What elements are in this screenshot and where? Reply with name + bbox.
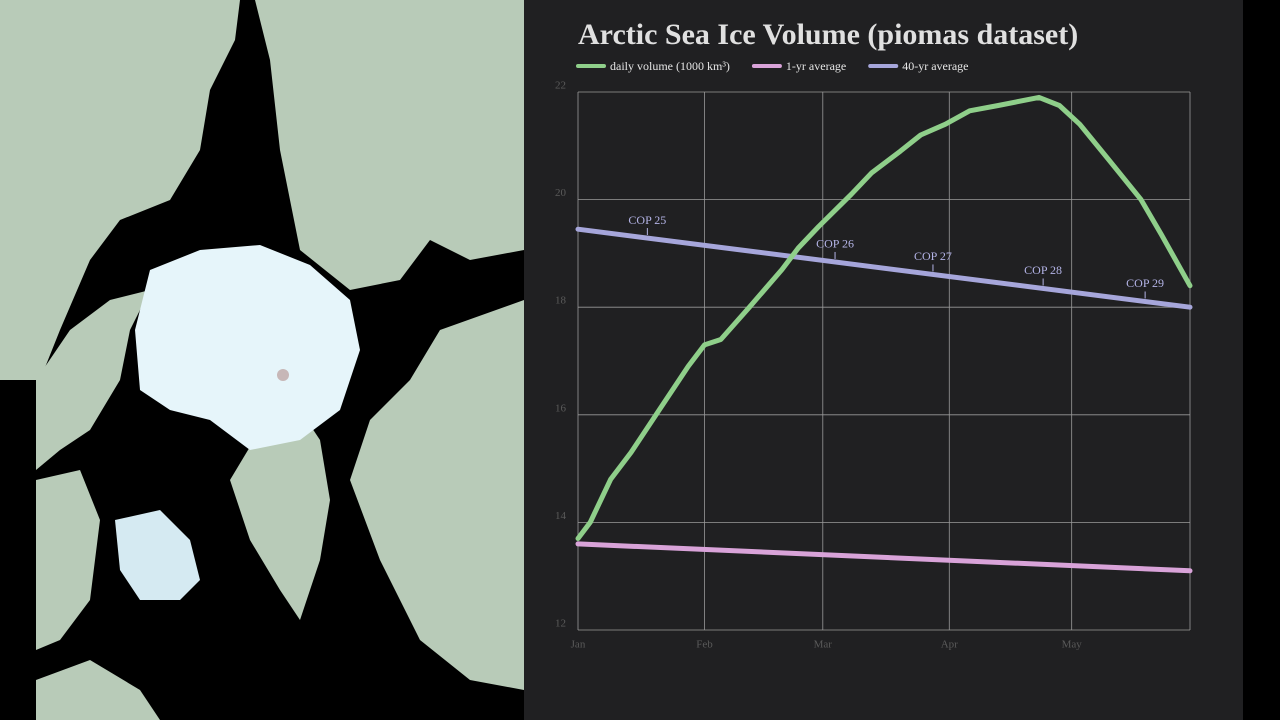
- series-line: [575, 226, 1193, 310]
- legend-label: daily volume (1000 km³): [610, 59, 730, 73]
- chart-title: Arctic Sea Ice Volume (piomas dataset): [578, 18, 1078, 51]
- annotation: COP 29: [1126, 276, 1164, 290]
- series-line: [575, 541, 1193, 574]
- y-tick-label: 12: [555, 618, 566, 630]
- sea-ice-map: [0, 0, 524, 720]
- x-tick-label: Apr: [941, 639, 958, 651]
- legend-label: 40-yr average: [902, 59, 968, 73]
- annotation: COP 28: [1024, 263, 1062, 277]
- y-tick-label: 22: [555, 80, 566, 92]
- y-tick-label: 14: [555, 510, 567, 522]
- x-tick-label: Mar: [814, 639, 833, 651]
- annotation: COP 27: [914, 249, 952, 263]
- annotation: COP 25: [628, 213, 666, 227]
- x-tick-label: Jan: [571, 639, 586, 651]
- x-tick-label: Feb: [696, 639, 713, 651]
- annotation: COP 26: [816, 237, 854, 251]
- y-tick-label: 18: [555, 295, 567, 307]
- y-tick-label: 20: [555, 187, 567, 199]
- chart-panel: [524, 0, 1243, 720]
- legend-label: 1-yr average: [786, 59, 846, 73]
- x-tick-label: May: [1062, 639, 1083, 651]
- series-line: [575, 94, 1193, 541]
- y-tick-label: 16: [555, 402, 567, 414]
- chart: 12 14 16 18 20 22 Jan Feb Mar Apr May daily volume …: [555, 59, 1193, 651]
